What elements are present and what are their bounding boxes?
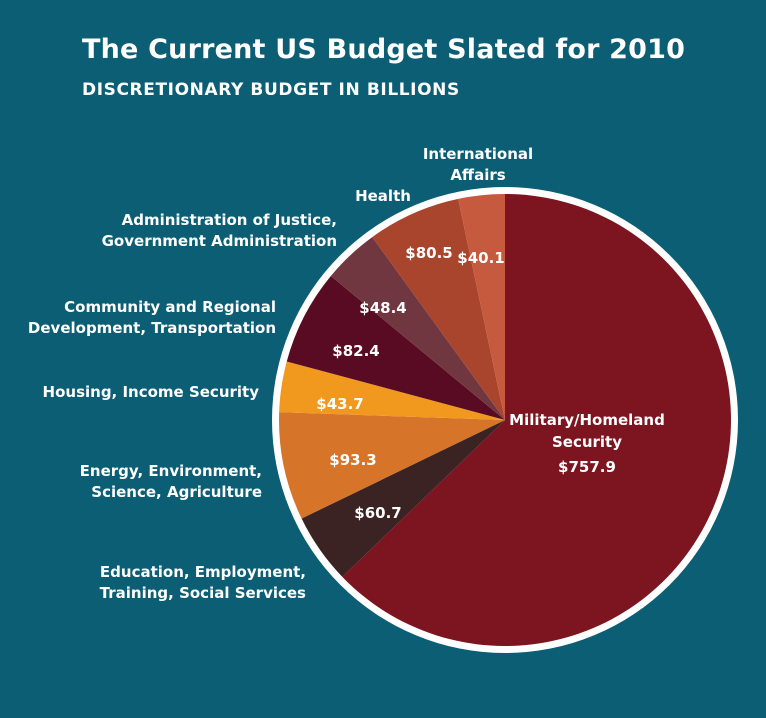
value-label: $82.4 xyxy=(332,342,379,360)
category-label: Education, Employment, xyxy=(100,563,306,581)
value-label: $43.7 xyxy=(316,395,363,413)
pie-slices xyxy=(279,194,731,646)
value-label: $48.4 xyxy=(359,299,406,317)
value-label: $93.3 xyxy=(329,451,376,469)
chart-title: The Current US Budget Slated for 2010 xyxy=(82,34,686,65)
pie-slice xyxy=(301,420,505,577)
category-label: Military/Homeland xyxy=(509,411,665,429)
pie-slice xyxy=(279,412,505,519)
category-label: Community and Regional xyxy=(64,298,276,316)
category-label: Science, Agriculture xyxy=(91,483,262,501)
category-label: Affairs xyxy=(450,166,505,184)
category-label: Health xyxy=(355,187,411,205)
value-label: $60.7 xyxy=(354,504,401,522)
category-label: Government Administration xyxy=(102,232,337,250)
pie-slice xyxy=(286,275,505,420)
category-labels: Military/Homeland Security Education, Empl… xyxy=(28,145,665,602)
pie-slice xyxy=(330,237,505,420)
pie-slice xyxy=(458,194,505,420)
chart-subtitle: DISCRETIONARY BUDGET IN BILLIONS xyxy=(82,80,460,100)
category-label: Administration of Justice, xyxy=(122,211,337,229)
pie-slice xyxy=(342,194,731,646)
value-label: $757.9 xyxy=(558,458,616,476)
category-label: Security xyxy=(552,433,622,451)
category-label: Development, Transportation xyxy=(28,319,276,337)
pie-slice xyxy=(372,198,505,420)
category-label: Training, Social Services xyxy=(100,584,306,602)
category-label: International xyxy=(423,145,533,163)
value-label: $80.5 xyxy=(405,244,452,262)
category-label: Housing, Income Security xyxy=(43,383,260,401)
value-labels: $757.9 $60.7 $93.3 $43.7 $82.4 $48.4 $80.5 $40.… xyxy=(316,244,616,522)
category-label: Energy, Environment, xyxy=(80,462,262,480)
value-label: $40.1 xyxy=(457,249,504,267)
pie-slice xyxy=(279,361,505,420)
